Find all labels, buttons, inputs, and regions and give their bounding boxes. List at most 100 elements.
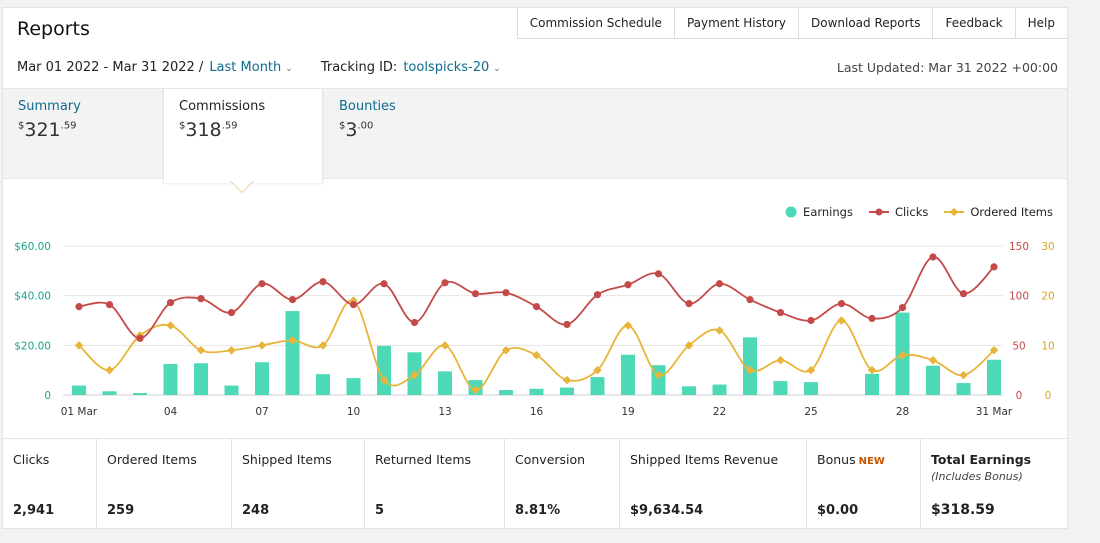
stat-bonus: Bonus NEW $0.00 xyxy=(807,439,921,530)
earnings-bar xyxy=(163,363,178,395)
earnings-bar xyxy=(194,363,208,395)
y-left-tick-label: $60.00 xyxy=(14,241,51,253)
y-clicks-tick-label: 50 xyxy=(1012,340,1025,352)
help-link[interactable]: Help xyxy=(1027,16,1055,30)
earnings-bar xyxy=(346,378,361,395)
earnings-bar xyxy=(682,386,696,395)
chevron-down-icon: ⌄ xyxy=(493,64,501,74)
clicks-point xyxy=(288,296,297,304)
earnings-bar xyxy=(773,381,788,395)
earnings-bar xyxy=(224,385,239,395)
legend-clicks[interactable]: Clicks xyxy=(868,205,929,219)
stat-total-earnings-value: $318.59 xyxy=(931,502,995,518)
stat-returned-items: Returned Items 5 xyxy=(365,439,505,530)
ordered-items-point xyxy=(928,355,938,365)
x-tick-label: 16 xyxy=(530,406,544,418)
clicks-point xyxy=(532,302,541,311)
stat-conversion-value: 8.81% xyxy=(515,503,561,518)
chart-legend: Earnings Clicks Ordered Items xyxy=(785,205,1053,219)
ordered-items-point xyxy=(654,370,663,380)
tracking-id-dropdown[interactable]: toolspicks-20 ⌄ xyxy=(403,60,500,75)
earnings-bar xyxy=(560,387,574,395)
download-reports-link[interactable]: Download Reports xyxy=(799,8,934,38)
stat-conversion: Conversion 8.81% xyxy=(505,439,620,530)
stat-returned-items-value: 5 xyxy=(375,503,385,518)
tab-summary-label: Summary xyxy=(18,99,81,114)
y-clicks-tick-label: 150 xyxy=(1009,241,1029,253)
performance-chart: 0 0 0 $20.00 50 10 $40.00 100 20 $60.00 150 30 01 Ma… xyxy=(14,241,1054,418)
ordered-items-point xyxy=(227,346,236,355)
stat-shipped-revenue-label: Shipped Items Revenue xyxy=(630,452,779,467)
ordered-items-point xyxy=(562,375,572,385)
stat-clicks: Clicks 2,941 xyxy=(3,439,97,530)
stat-bonus-label: Bonus NEW xyxy=(817,452,885,467)
stat-ordered-items-label: Ordered Items xyxy=(107,452,197,467)
clicks-point xyxy=(715,280,724,288)
legend-ordered-items[interactable]: Ordered Items xyxy=(944,205,1053,219)
commission-schedule-link[interactable]: Commission Schedule xyxy=(518,8,675,38)
earnings-bar xyxy=(926,365,940,395)
stat-total-earnings-note: (Includes Bonus) xyxy=(931,470,1023,483)
stat-returned-items-label: Returned Items xyxy=(375,452,472,467)
stat-shipped-items: Shipped Items 248 xyxy=(232,439,365,530)
clicks-point xyxy=(410,318,419,327)
tab-bounties[interactable]: Bounties $3.00 xyxy=(324,89,484,180)
payment-history-link[interactable]: Payment History xyxy=(675,8,799,38)
filters-row: Mar 01 2022 - Mar 31 2022 / Last Month ⌄ … xyxy=(17,60,501,75)
clicks-point xyxy=(227,308,236,317)
y-ordered-tick-label: 30 xyxy=(1041,241,1054,253)
clicks-point xyxy=(197,295,205,303)
last-updated-text: Last Updated: Mar 31 2022 +00:00 xyxy=(836,60,1058,75)
y-clicks-tick-label: 100 xyxy=(1009,291,1029,303)
ordered-items-point xyxy=(898,351,907,360)
earnings-bar xyxy=(865,373,879,395)
earnings-bar xyxy=(712,384,727,395)
stat-shipped-revenue-value: $9,634.54 xyxy=(630,503,704,518)
tab-commissions[interactable]: Commissions $318.59 xyxy=(163,89,323,183)
clicks-point xyxy=(776,308,785,317)
clicks-swatch-icon xyxy=(868,208,889,216)
feedback-link[interactable]: Feedback xyxy=(933,8,1016,38)
clicks-point xyxy=(898,303,907,312)
date-preset-label: Last Month xyxy=(209,60,282,75)
clicks-point xyxy=(990,263,998,271)
tab-summary[interactable]: Summary $321.59 xyxy=(3,89,163,180)
clicks-line xyxy=(78,256,995,340)
y-ordered-tick-label: 10 xyxy=(1041,340,1054,352)
clicks-point xyxy=(837,300,846,308)
ordered-items-point xyxy=(959,370,968,380)
earnings-bar xyxy=(590,377,605,395)
clicks-point xyxy=(471,290,480,298)
earnings-bar xyxy=(102,391,117,395)
x-tick-label: 04 xyxy=(164,406,178,418)
y-ordered-tick-label: 0 xyxy=(1045,390,1052,402)
clicks-point xyxy=(929,253,937,261)
active-tab-pointer xyxy=(230,180,254,192)
clicks-point xyxy=(746,296,754,304)
clicks-point xyxy=(349,301,358,309)
earnings-swatch-icon xyxy=(785,206,797,218)
ordered-items-point xyxy=(318,341,328,350)
clicks-point xyxy=(502,289,510,297)
ordered-items-point xyxy=(501,346,511,355)
stat-total-earnings: Total Earnings (Includes Bonus) $318.59 xyxy=(921,439,1067,530)
earnings-bar xyxy=(285,311,300,395)
top-nav: Commission Schedule Payment History Down… xyxy=(516,8,1067,39)
tab-summary-amount: $321.59 xyxy=(18,119,77,141)
ordered-items-point xyxy=(623,321,633,330)
clicks-point xyxy=(593,291,602,299)
tab-commissions-amount: $318.59 xyxy=(179,119,238,141)
date-preset-dropdown[interactable]: Last Month ⌄ xyxy=(209,60,293,75)
legend-earnings[interactable]: Earnings xyxy=(785,205,853,219)
earnings-bar xyxy=(133,393,147,395)
clicks-point xyxy=(959,290,968,298)
x-tick-label: 25 xyxy=(804,406,817,418)
clicks-point xyxy=(258,280,266,288)
legend-clicks-label: Clicks xyxy=(894,205,929,219)
ordered-items-point xyxy=(196,346,206,355)
ordered-items-point xyxy=(166,321,175,330)
summary-tabs: Summary $321.59 Commissions $318.59 Boun… xyxy=(3,88,1067,183)
stat-ordered-items-value: 259 xyxy=(107,503,135,518)
clicks-point xyxy=(166,299,175,307)
ordered-items-point xyxy=(379,375,389,385)
